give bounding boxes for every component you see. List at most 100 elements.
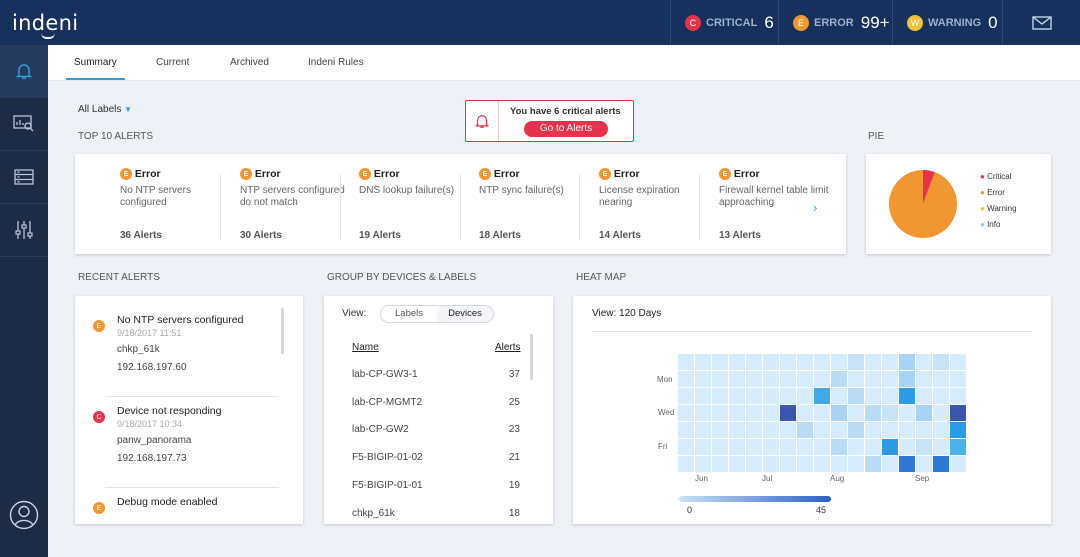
heatmap-cell[interactable] — [763, 371, 779, 387]
heatmap-cell[interactable] — [797, 388, 813, 404]
heatmap-cell[interactable] — [916, 388, 932, 404]
heatmap-cell[interactable] — [780, 371, 796, 387]
heatmap-cell[interactable] — [780, 405, 796, 421]
heatmap-cell[interactable] — [763, 422, 779, 438]
heatmap-cell[interactable] — [712, 388, 728, 404]
heatmap-cell[interactable] — [916, 422, 932, 438]
heatmap-cell[interactable] — [933, 354, 949, 370]
heatmap-cell[interactable] — [729, 439, 745, 455]
heatmap-cell[interactable] — [831, 354, 847, 370]
heatmap-cell[interactable] — [865, 456, 881, 472]
user-profile-button[interactable] — [9, 500, 39, 535]
heatmap-cell[interactable] — [695, 388, 711, 404]
heatmap-cell[interactable] — [950, 439, 966, 455]
heatmap-cell[interactable] — [865, 354, 881, 370]
recent-alert-item[interactable]: E Debug mode enabled — [87, 496, 287, 524]
mail-button[interactable] — [1002, 0, 1080, 45]
heatmap-cell[interactable] — [814, 354, 830, 370]
column-header-name[interactable]: Name — [352, 342, 379, 353]
heatmap-cell[interactable] — [916, 439, 932, 455]
heatmap-cell[interactable] — [780, 422, 796, 438]
heatmap-cell[interactable] — [814, 405, 830, 421]
heatmap-cell[interactable] — [780, 388, 796, 404]
heatmap-cell[interactable] — [712, 439, 728, 455]
heatmap-cell[interactable] — [882, 388, 898, 404]
heatmap-cell[interactable] — [950, 456, 966, 472]
heatmap-cell[interactable] — [814, 422, 830, 438]
heatmap-cell[interactable] — [763, 388, 779, 404]
top-alert-item[interactable]: E Error License expiration nearing 14 Aler… — [599, 168, 680, 241]
tab-current[interactable]: Current — [156, 57, 190, 68]
heatmap-cell[interactable] — [899, 422, 915, 438]
table-row[interactable]: F5-BIGIP-01-01 19 — [352, 480, 520, 491]
heatmap-cell[interactable] — [695, 371, 711, 387]
heatmap-cell[interactable] — [865, 371, 881, 387]
error-count-badge[interactable]: E ERROR 99+ — [778, 0, 892, 45]
toggle-labels[interactable]: Labels — [381, 306, 437, 322]
heatmap-cell[interactable] — [797, 405, 813, 421]
sidebar-item-devices[interactable] — [0, 151, 48, 204]
column-header-alerts[interactable]: Alerts — [495, 342, 521, 353]
heatmap-cell[interactable] — [797, 422, 813, 438]
heatmap-cell[interactable] — [712, 405, 728, 421]
heatmap-cell[interactable] — [848, 371, 864, 387]
heatmap-cell[interactable] — [695, 456, 711, 472]
heatmap-cell[interactable] — [950, 422, 966, 438]
heatmap-cell[interactable] — [899, 371, 915, 387]
heatmap-cell[interactable] — [831, 456, 847, 472]
heatmap-cell[interactable] — [729, 405, 745, 421]
recent-scrollbar[interactable] — [281, 308, 284, 354]
heatmap-cell[interactable] — [780, 456, 796, 472]
recent-alert-item[interactable]: C Device not responding 9/18/2017 10:34 p… — [87, 405, 287, 489]
heatmap-cell[interactable] — [882, 456, 898, 472]
heatmap-cell[interactable] — [746, 371, 762, 387]
table-row[interactable]: lab-CP-GW3-1 37 — [352, 369, 520, 380]
heatmap-cell[interactable] — [848, 405, 864, 421]
heatmap-cell[interactable] — [865, 388, 881, 404]
heatmap-cell[interactable] — [882, 439, 898, 455]
heatmap-cell[interactable] — [712, 371, 728, 387]
heatmap-cell[interactable] — [882, 354, 898, 370]
heatmap-cell[interactable] — [814, 439, 830, 455]
heatmap-cell[interactable] — [899, 388, 915, 404]
heatmap-cell[interactable] — [865, 422, 881, 438]
tab-summary[interactable]: Summary — [66, 57, 125, 80]
heatmap-cell[interactable] — [933, 422, 949, 438]
heatmap-cell[interactable] — [678, 405, 694, 421]
heatmap-cell[interactable] — [933, 405, 949, 421]
heatmap-cell[interactable] — [695, 439, 711, 455]
heatmap-cell[interactable] — [780, 439, 796, 455]
critical-count-badge[interactable]: C CRITICAL 6 — [670, 0, 778, 45]
heatmap-cell[interactable] — [882, 371, 898, 387]
tab-indeni-rules[interactable]: Indeni Rules — [308, 57, 364, 68]
heatmap-cell[interactable] — [797, 354, 813, 370]
heatmap-cell[interactable] — [763, 354, 779, 370]
heatmap-cell[interactable] — [950, 371, 966, 387]
indeni-logo[interactable]: indeni — [12, 11, 78, 39]
heatmap-cell[interactable] — [712, 354, 728, 370]
table-row[interactable]: lab-CP-MGMT2 25 — [352, 397, 520, 408]
heatmap-cell[interactable] — [831, 405, 847, 421]
heatmap-cell[interactable] — [729, 371, 745, 387]
heatmap-cell[interactable] — [882, 422, 898, 438]
heatmap-cell[interactable] — [746, 422, 762, 438]
heatmap-cell[interactable] — [865, 405, 881, 421]
heatmap-cell[interactable] — [712, 422, 728, 438]
heatmap-cell[interactable] — [899, 456, 915, 472]
tab-archived[interactable]: Archived — [230, 57, 269, 68]
heatmap-cell[interactable] — [746, 439, 762, 455]
heatmap-cell[interactable] — [848, 354, 864, 370]
top-alert-item[interactable]: E Error NTP sync failure(s) 18 Alerts — [479, 168, 564, 241]
heatmap-cell[interactable] — [746, 456, 762, 472]
recent-alert-item[interactable]: E No NTP servers configured 9/18/2017 11:… — [87, 314, 287, 398]
chevron-right-icon[interactable]: › — [813, 200, 818, 215]
top-alert-item[interactable]: E Error NTP servers configured do not mat… — [240, 168, 345, 241]
heatmap-cell[interactable] — [780, 354, 796, 370]
heatmap-cell[interactable] — [763, 405, 779, 421]
table-row[interactable]: lab-CP-GW2 23 — [352, 424, 520, 435]
table-row[interactable]: F5-BIGIP-01-02 21 — [352, 452, 520, 463]
heatmap-cell[interactable] — [746, 405, 762, 421]
heatmap-cell[interactable] — [729, 388, 745, 404]
top-alert-item[interactable]: E Error DNS lookup failure(s) 19 Alerts — [359, 168, 455, 241]
heatmap-cell[interactable] — [831, 388, 847, 404]
